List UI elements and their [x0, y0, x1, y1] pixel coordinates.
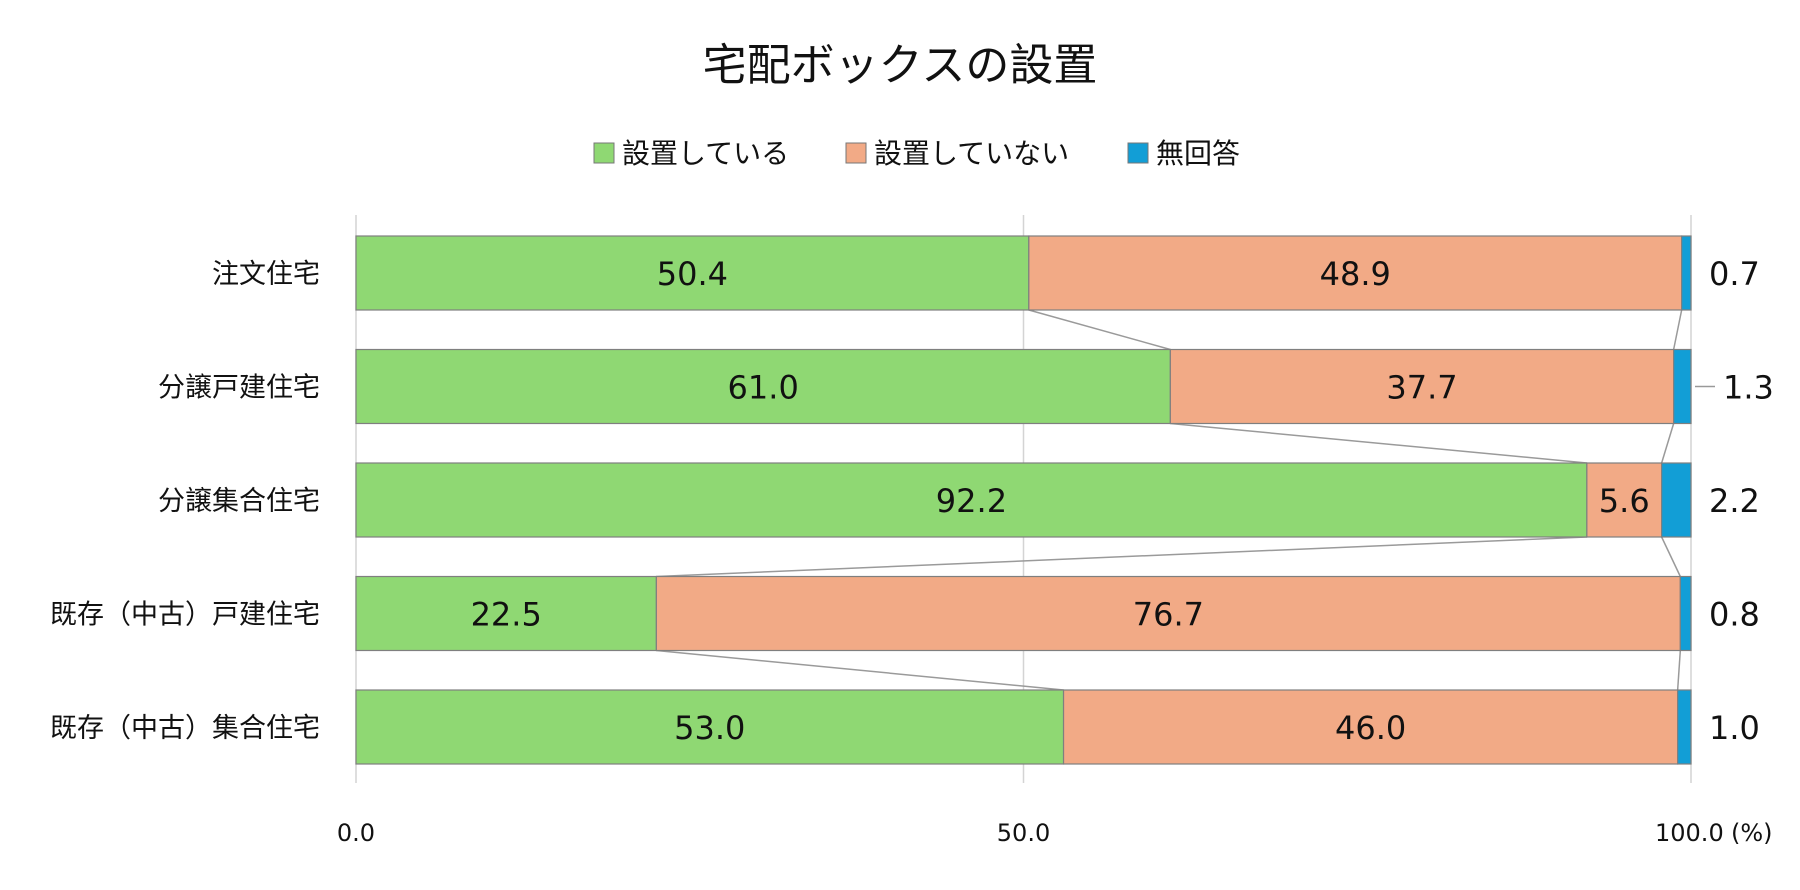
series-lines — [656, 309, 1683, 691]
legend-swatch-2 — [845, 142, 867, 164]
category-label-5: 既存（中古）集合住宅 — [50, 713, 320, 744]
bar-4-3 — [1679, 575, 1692, 652]
data-label-3-2: 5.6 — [1599, 482, 1650, 520]
data-label-3-3: 2.2 — [1709, 482, 1760, 520]
data-label-4-2: 76.7 — [1133, 596, 1204, 634]
outside-value-labels: 0.7 1.3 2.2 0.8 1.0 — [1695, 255, 1774, 747]
bar-2-3 — [1673, 348, 1692, 425]
series-line-4-1 — [656, 649, 1064, 691]
data-label-2-1: 61.0 — [728, 369, 799, 407]
bar-3-1 — [355, 462, 1588, 538]
data-label-1-2: 48.9 — [1320, 255, 1391, 293]
x-tick-label-3: 100.0 — [1655, 819, 1724, 847]
legend-swatch-3 — [1127, 142, 1149, 164]
data-label-5-1: 53.0 — [674, 709, 745, 747]
legend-label-3: 無回答 — [1156, 137, 1240, 170]
bar-5-2 — [1062, 689, 1679, 765]
bar-1-1 — [355, 235, 1030, 311]
series-line-4-2 — [1676, 650, 1682, 691]
x-tick-label-1: 0.0 — [337, 819, 375, 847]
category-label-4: 既存（中古）戸建住宅 — [50, 600, 320, 631]
x-tick-label-2: 50.0 — [997, 819, 1050, 847]
legend-label-2: 設置していない — [874, 137, 1069, 170]
data-label-5-3: 1.0 — [1709, 709, 1760, 747]
category-label-2: 分譲戸建住宅 — [158, 373, 320, 404]
bar-2-2 — [1169, 348, 1675, 425]
data-label-2-3: 1.3 — [1723, 369, 1774, 407]
series-line-1-2 — [1672, 309, 1683, 350]
bar-2-1 — [355, 348, 1171, 425]
series-line-2-2 — [1660, 423, 1675, 464]
bar-1-3 — [1681, 235, 1692, 311]
category-label-1: 注文住宅 — [212, 259, 320, 290]
legend: 設置している 設置していない 無回答 — [593, 137, 1240, 170]
bar-3-3 — [1661, 462, 1692, 538]
x-axis-ticks: 0.0 50.0 100.0 (%) — [337, 819, 1773, 847]
chart-title: 宅配ボックスの設置 — [703, 40, 1098, 91]
data-label-4-1: 22.5 — [471, 596, 542, 634]
bar-3-2 — [1586, 462, 1663, 538]
x-axis-unit: (%) — [1731, 819, 1773, 847]
legend-swatch-1 — [593, 142, 615, 164]
data-label-1-3: 0.7 — [1709, 255, 1760, 293]
bar-5-3 — [1677, 689, 1692, 765]
series-line-2-1 — [1170, 422, 1587, 464]
series-line-3-2 — [1660, 536, 1681, 577]
legend-label-1: 設置している — [622, 137, 789, 170]
series-line-3-1 — [656, 536, 1587, 578]
data-label-5-2: 46.0 — [1335, 709, 1406, 747]
data-label-3-1: 92.2 — [936, 482, 1007, 520]
bar-4-2 — [655, 575, 1681, 652]
data-label-4-3: 0.8 — [1709, 596, 1760, 634]
bars: 50.4 48.9 61.0 37.7 92.2 5.6 22.5 76.7 53.0 46.0 — [355, 235, 1692, 765]
data-label-1-1: 50.4 — [657, 255, 728, 293]
bar-5-1 — [355, 689, 1065, 765]
data-label-2-2: 37.7 — [1386, 369, 1457, 407]
series-line-1-1 — [1028, 309, 1171, 351]
bar-4-1 — [355, 575, 657, 652]
category-label-3: 分譲集合住宅 — [158, 486, 320, 517]
